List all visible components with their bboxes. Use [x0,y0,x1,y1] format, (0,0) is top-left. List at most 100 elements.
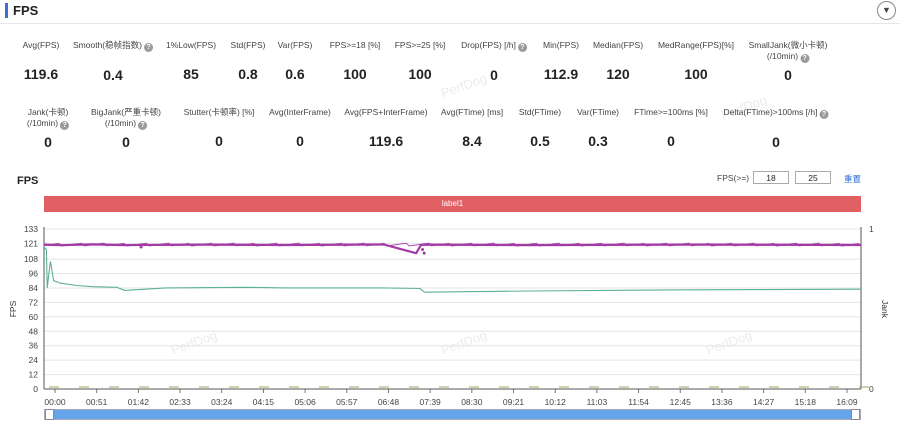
metric: Avg(FPS+InterFrame) 119.6 [344,107,427,149]
metric: FPS>=18 [%] 100 [330,40,381,82]
metric-value: 0 [784,67,792,83]
x-tick-label: 10:12 [545,397,567,407]
metric-value: 0.3 [588,133,608,149]
metric-label: SmallJank(微小卡顿) (/10min)? [748,40,828,63]
metric-label: Avg(InterFrame) [269,107,331,117]
x-tick-label: 16:09 [836,397,858,407]
fps-dip-point [421,247,425,251]
y-tick-label: 12 [29,370,39,380]
metric-value: 0.6 [285,66,305,82]
metric-label: Min(FPS) [543,40,579,50]
chevron-down-icon[interactable]: ▼ [877,1,896,20]
metric-value: 100 [408,66,432,82]
metric: Stutter(卡顿率) [%] 0 [184,107,255,149]
fps-chart: 0 12 24 36 48 60 72 84 96 108 121 133 00:00 00:51 01:4… [8,224,890,407]
metric-label: FTime>=100ms [%] [634,107,708,117]
metric-label: Var(FPS) [277,40,313,50]
metric-value: 0 [44,134,52,150]
help-icon[interactable]: ? [819,110,829,119]
chart-title: FPS [17,175,39,187]
metric-value: 0 [490,67,498,83]
metric-value: 112.9 [543,66,579,82]
metric-label: FPS>=18 [%] [329,40,381,50]
metric: Avg(InterFrame) 0 [269,107,331,149]
metric-label: FPS>=25 [%] [394,40,446,50]
help-icon[interactable]: ? [517,43,527,52]
metric-label: Stutter(卡顿率) [%] [183,107,255,117]
x-tick-label: 12:45 [670,397,692,407]
y-tick-label: 121 [24,238,38,248]
metric: FTime>=100ms [%] 0 [634,107,708,149]
y-axis-label: FPS [8,300,18,317]
metric-value: 0.8 [238,66,258,82]
metric-label: Delta(FTime)>100ms [/h]? [724,107,829,119]
y-tick-label: 36 [29,341,39,351]
metric-value: 119.6 [23,66,59,82]
metric: SmallJank(微小卡顿) (/10min)? 0 [749,40,828,83]
x-tick-label: 08:30 [461,397,483,407]
right-tick-label: 1 [869,224,874,234]
metric: Jank(卡顿) (/10min)? 0 [26,107,70,150]
timeline-scrollbar[interactable] [44,409,861,420]
help-icon[interactable]: ? [138,121,148,130]
metric: Std(FTime) 0.5 [519,107,561,149]
fps-noise [43,242,860,247]
metric-label: MedRange(FPS)[%] [657,40,735,50]
x-tick-label: 05:57 [336,397,358,407]
metric-value: 100 [343,66,367,82]
help-icon[interactable]: ? [143,43,153,52]
metric-label: BigJank(严重卡顿) (/10min)? [91,107,161,130]
metric: Std(FPS) 0.8 [231,40,266,82]
y-tick-label: 96 [29,269,39,279]
metric: Var(FTime) 0.3 [577,107,619,149]
header-accent-bar [5,3,8,18]
metric-label: Avg(FPS+InterFrame) [344,107,428,117]
y-tick-label: 133 [24,224,38,234]
scrollbar-right-handle[interactable] [851,409,860,420]
threshold-label: FPS(>=) [717,173,750,183]
y-tick-label: 24 [29,355,39,365]
metric-label: Std(FTime) [518,107,562,117]
metric: 1%Low(FPS) 85 [166,40,216,82]
help-icon[interactable]: ? [800,54,810,63]
fps-dip-point [139,245,143,249]
threshold-input-1[interactable] [753,171,789,184]
metric-label: Drop(FPS) [/h]? [461,40,527,52]
metric: Avg(FPS) 119.6 [23,40,60,82]
x-tick-label: 03:24 [211,397,233,407]
label-band[interactable]: label1 [44,196,861,212]
x-tick-label: 07:39 [420,397,442,407]
y-tick-label: 72 [29,297,39,307]
y-tick-label: 84 [29,283,39,293]
x-tick-label: 00:51 [86,397,108,407]
section-title: FPS [13,3,39,18]
threshold-input-2[interactable] [795,171,831,184]
metric-label: Avg(FTime) [ms] [440,107,504,117]
metric-label: 1%Low(FPS) [165,40,217,50]
metric: Smooth(稳帧指数)? 0.4 [73,40,153,83]
metric-value: 0.5 [530,133,550,149]
right-tick-label: 0 [869,384,874,394]
fps-dip-point [422,251,426,255]
metric-value: 8.4 [462,133,482,149]
metric-value: 100 [684,66,708,82]
x-tick-label: 00:00 [44,397,66,407]
x-tick-label: 06:48 [378,397,400,407]
metric-value: 0 [215,133,223,149]
reset-button[interactable]: 重置 [844,174,862,184]
x-tick-label: 04:15 [253,397,275,407]
metric: Drop(FPS) [/h]? 0 [461,40,527,83]
help-icon[interactable]: ? [60,121,70,130]
right-axis-label: Jank [880,300,890,319]
x-tick-label: 14:27 [753,397,775,407]
x-tick-label: 05:06 [294,397,316,407]
metric-value: 0.4 [103,67,123,83]
metric-label: Jank(卡顿) (/10min)? [26,107,70,130]
metric-label: Avg(FPS) [22,40,60,50]
metric-value: 0 [296,133,304,149]
x-tick-label: 01:42 [128,397,150,407]
metric-label: Std(FPS) [230,40,266,50]
metric: Var(FPS) 0.6 [278,40,313,82]
scrollbar-left-handle[interactable] [45,409,54,420]
x-tick-label: 09:21 [503,397,525,407]
